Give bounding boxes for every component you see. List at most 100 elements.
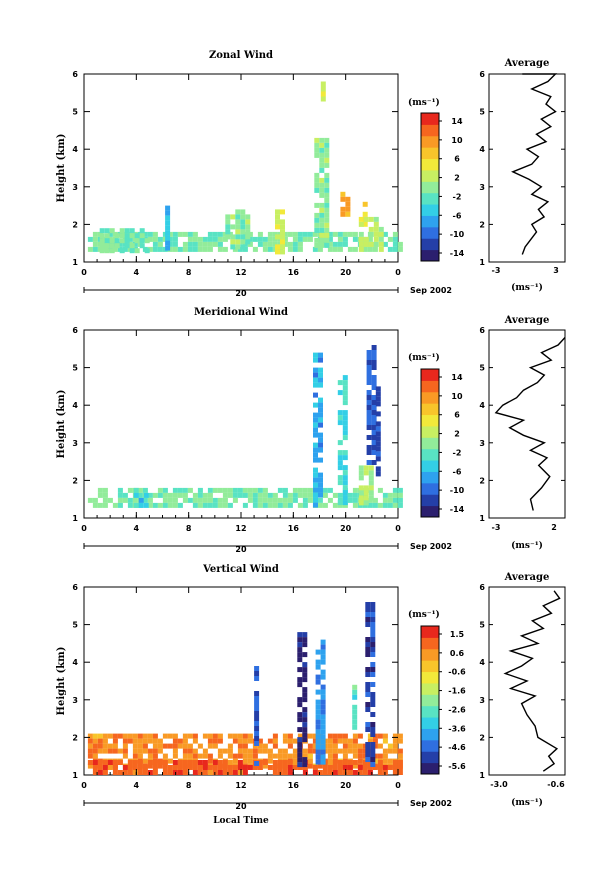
avg-y-tick-label: 2: [479, 220, 485, 229]
heatmap-cell: [315, 754, 321, 760]
heatmap-cell: [312, 770, 318, 775]
heatmap-cell: [382, 241, 388, 247]
heatmap-cell: [192, 760, 198, 765]
heatmap-cell: [370, 727, 376, 732]
heatmap-cell: [133, 487, 139, 493]
heatmap-cell: [307, 492, 313, 498]
heatmap-cell: [297, 642, 303, 648]
avg-unit: (ms⁻¹): [511, 540, 543, 551]
heatmap-cell: [352, 684, 358, 690]
heatmap-cell: [370, 647, 376, 652]
heatmap-cell: [207, 492, 213, 498]
avg-axes: 1 2 3 4 5 6: [479, 326, 565, 523]
heatmap-cell: [124, 243, 130, 249]
heatmap-cell: [139, 228, 145, 234]
heatmap-cell: [97, 502, 103, 508]
avg-axes: 1 2 3 4 5 6: [479, 583, 565, 780]
colorbar-segment: [421, 249, 439, 262]
colorbar-segment: [421, 471, 439, 484]
heatmap-cell: [262, 241, 268, 247]
heatmap-cell: [280, 229, 285, 235]
heatmap-cell: [272, 738, 278, 744]
colorbar-tick-label: 1.5: [450, 630, 465, 639]
heatmap-cell: [370, 662, 376, 667]
heatmap-cell: [375, 441, 381, 447]
heatmap-cell: [192, 231, 198, 237]
heatmap-cell: [207, 733, 213, 739]
heatmap-cell: [202, 492, 208, 498]
heatmap-cell: [370, 602, 376, 607]
heatmap-cell: [327, 231, 333, 237]
heatmap-cell: [365, 617, 371, 622]
heatmap-cell: [142, 487, 148, 493]
heatmap-cell: [167, 765, 173, 770]
heatmap-cell: [327, 487, 333, 493]
heatmap-cell: [318, 382, 323, 388]
heatmap-cell: [167, 758, 173, 764]
heatmap-cell: [352, 760, 358, 765]
heatmap-cell: [257, 241, 263, 247]
heatmap-cell: [342, 480, 348, 486]
heatmap-cell: [137, 733, 143, 739]
avg-y-tick-label: 1: [479, 771, 485, 780]
heatmap-cell: [314, 212, 320, 218]
heatmap-cell: [318, 422, 323, 428]
heatmap-cell: [317, 497, 323, 503]
heatmap-cell: [129, 243, 135, 249]
heatmap-cell: [197, 497, 203, 503]
heatmap-cell: [217, 241, 223, 247]
heatmap-cell: [172, 743, 178, 749]
heatmap-cell: [324, 157, 330, 163]
heatmap-cell: [363, 241, 369, 247]
heatmap-cell: [282, 502, 288, 508]
heatmap-cell: [365, 622, 371, 627]
heatmap-cell: [342, 236, 348, 242]
heatmap-cell: [147, 760, 153, 765]
heatmap-cell: [332, 770, 338, 775]
heatmap-cell: [187, 497, 193, 503]
heatmap-cell: [92, 770, 98, 775]
heatmap-cell: [320, 749, 326, 755]
heatmap-cell: [252, 748, 258, 754]
heatmap-cell: [320, 719, 326, 725]
heatmap-cell: [257, 497, 263, 503]
heatmap-cell: [342, 765, 348, 770]
heatmap-cell: [247, 236, 253, 242]
heatmap-cell: [370, 692, 376, 697]
heatmap-cell: [222, 770, 228, 775]
heatmap-cell: [177, 502, 183, 508]
heatmap-cell: [132, 765, 138, 770]
heatmap-cell: [302, 677, 308, 683]
heatmap-cell: [92, 765, 98, 770]
heatmap-cell: [207, 487, 213, 493]
heatmap-cell: [397, 492, 403, 498]
heatmap-cell: [397, 487, 403, 493]
heatmap-cell: [397, 748, 403, 754]
heatmap-cell: [320, 734, 326, 740]
heatmap-cell: [312, 733, 318, 739]
heatmap-cell: [212, 236, 218, 242]
heatmap-cell: [324, 137, 330, 143]
heatmap-cell: [297, 717, 303, 723]
heatmap-cell: [87, 753, 93, 759]
x-ticks: 0 4 8 12 16 20 0: [81, 74, 401, 277]
heatmap-cell: [352, 487, 358, 493]
y-tick-label: 6: [72, 583, 78, 592]
heatmap-cell: [182, 760, 188, 765]
heatmap-cell: [313, 477, 318, 483]
heatmap-cell: [397, 246, 403, 252]
heatmap-cell: [366, 365, 372, 370]
heatmap-cell: [192, 502, 198, 508]
heatmap-cell: [152, 241, 158, 247]
heatmap-cell: [237, 770, 243, 775]
heatmap-cell: [332, 748, 338, 754]
colorbar-tick-label: 6: [454, 155, 460, 164]
heatmap-cell: [147, 502, 153, 508]
heatmap-cell: [377, 765, 383, 770]
x-tick-label: 8: [186, 268, 192, 277]
heatmap-cell: [322, 492, 328, 498]
heatmap-cell: [372, 753, 378, 759]
heatmap-cell: [320, 639, 326, 645]
heatmap-cell: [392, 733, 398, 739]
